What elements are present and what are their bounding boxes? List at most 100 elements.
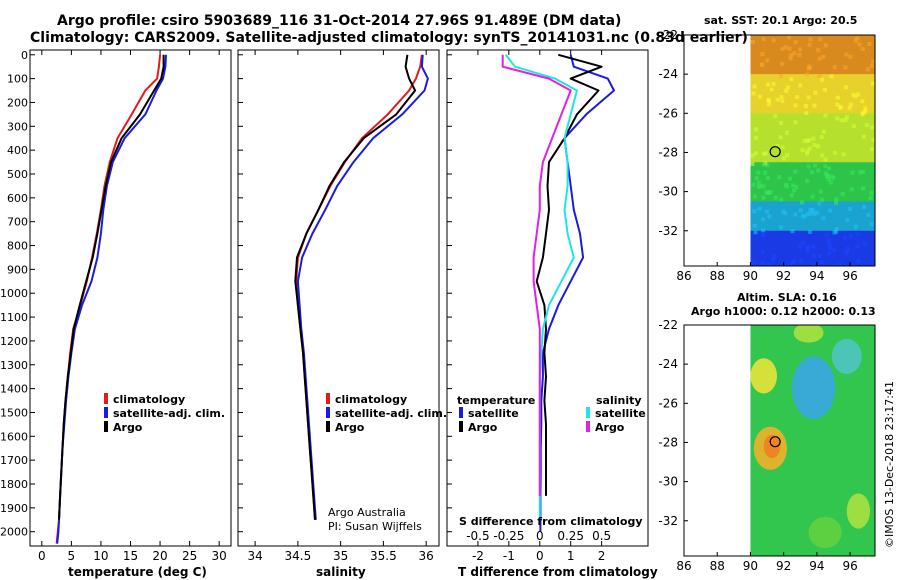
- sst-pixel: [832, 150, 837, 155]
- sst-pixel: [761, 37, 766, 42]
- s-tick-label: 0.5: [592, 529, 611, 543]
- sst-pixel: [784, 184, 789, 189]
- s-difference-ticks: -0.5 -0.25 0 0.25 0.5: [466, 529, 611, 543]
- sst-pixel: [826, 238, 831, 243]
- sst-pixel: [811, 253, 816, 258]
- sst-pixel: [816, 48, 821, 53]
- sst-pixel: [843, 85, 848, 90]
- sst-pixel: [789, 77, 794, 82]
- sst-pixel: [817, 253, 822, 258]
- legend-label-satellite: satellite-adj. clim.: [113, 407, 225, 420]
- sst-pixel: [764, 209, 769, 214]
- sst-pixel: [828, 246, 833, 251]
- sst-pixel: [761, 217, 766, 222]
- sst-pixel: [818, 37, 823, 42]
- y-tick-label: 900: [7, 263, 28, 276]
- s-tick-label: -0.5: [466, 529, 489, 543]
- sst-pixel: [844, 250, 849, 255]
- map-x-tick-label: 86: [676, 559, 691, 573]
- salinity-legend: climatology satellite-adj. clim. Argo: [326, 393, 447, 434]
- sst-pixel: [787, 176, 792, 181]
- sst-pixel: [791, 188, 796, 193]
- legend-swatch-t-satellite: [459, 407, 463, 418]
- sst-pixel: [780, 61, 785, 66]
- sst-pixel: [870, 81, 875, 86]
- y-tick-label: 1000: [0, 287, 28, 300]
- map-x-tick-label: 86: [676, 269, 691, 283]
- sst-pixel: [750, 39, 755, 44]
- sst-pixel: [769, 87, 774, 92]
- series-line-climatology: [55, 54, 162, 544]
- sst-pixel: [853, 224, 858, 229]
- sst-pixel: [811, 136, 816, 141]
- sst-pixel: [856, 92, 861, 97]
- series-line-s-argo: [501, 54, 572, 496]
- map-x-tick-label: 96: [842, 269, 857, 283]
- sst-pixel: [835, 95, 840, 100]
- sst-pixel: [869, 147, 874, 152]
- sst-pixel: [750, 161, 755, 166]
- attribution-line-2: PI: Susan Wijffels: [328, 520, 422, 533]
- sst-pixel: [823, 171, 828, 176]
- difference-panel: -2 -1 0 1 2 temperature satellite Argo salin…: [446, 49, 658, 579]
- sst-pixel: [800, 148, 805, 153]
- sst-pixel: [765, 58, 770, 63]
- sla-blob: [750, 358, 778, 394]
- argo-position-marker: [769, 436, 781, 448]
- sst-pixel: [870, 125, 875, 130]
- sla-blob: [831, 338, 862, 374]
- sst-pixel: [751, 91, 756, 96]
- sst-pixel: [805, 248, 810, 253]
- sst-pixel: [802, 138, 807, 143]
- sst-pixel: [843, 118, 848, 123]
- sst-pixel: [847, 206, 852, 211]
- sst-pixel: [779, 95, 784, 100]
- sst-pixel: [794, 185, 799, 190]
- sst-pixel: [767, 98, 772, 103]
- sst-pixel: [785, 85, 790, 90]
- legend-swatch-satellite: [104, 407, 108, 418]
- x-tick-label: 35.5: [370, 549, 397, 563]
- sst-pixel: [851, 92, 856, 97]
- sst-pixel: [767, 263, 772, 266]
- sst-pixel: [751, 182, 756, 187]
- map-y-tick-label: -28: [658, 435, 678, 449]
- sst-pixel: [805, 139, 810, 144]
- y-tick-label: 1300: [0, 359, 28, 372]
- x-tick-label: 34: [247, 549, 262, 563]
- y-tick-label: 1800: [0, 478, 28, 491]
- legend-label-s-satellite: satellite: [595, 407, 646, 420]
- x-tick-label: 1: [567, 549, 575, 563]
- map-y-tick-label: -24: [658, 357, 678, 371]
- sst-pixel: [813, 90, 818, 95]
- y-tick-label: 0: [21, 49, 28, 62]
- legend-label-climatology: climatology: [335, 393, 407, 406]
- sst-pixel: [821, 54, 826, 59]
- sst-pixel: [765, 175, 770, 180]
- legend-swatch-climatology: [326, 393, 330, 404]
- sst-pixel: [764, 190, 769, 195]
- sst-pixel: [804, 111, 809, 116]
- sst-pixel: [840, 192, 845, 197]
- map-y-tick-label: -28: [658, 145, 678, 159]
- legend-heading-salinity: salinity: [596, 394, 642, 407]
- map-y-tick-label: -30: [658, 185, 678, 199]
- legend-swatch-s-argo: [586, 421, 590, 432]
- series-line-argo: [58, 54, 165, 520]
- x-tick-label: 30: [212, 549, 227, 563]
- sst-pixel: [754, 127, 759, 132]
- sst-pixel: [767, 214, 772, 219]
- sst-pixel: [834, 227, 839, 232]
- sst-pixel: [820, 197, 825, 202]
- map-y-tick-label: -22: [658, 318, 678, 332]
- sst-pixel: [793, 120, 798, 125]
- sst-pixel: [800, 240, 805, 245]
- x-tick-label: 25: [182, 549, 197, 563]
- sst-pixel: [819, 260, 824, 265]
- sst-pixel: [845, 217, 850, 222]
- sst-pixel: [828, 180, 833, 185]
- sst-pixel: [765, 163, 770, 168]
- sst-pixel: [855, 36, 860, 41]
- sst-pixel: [752, 209, 757, 214]
